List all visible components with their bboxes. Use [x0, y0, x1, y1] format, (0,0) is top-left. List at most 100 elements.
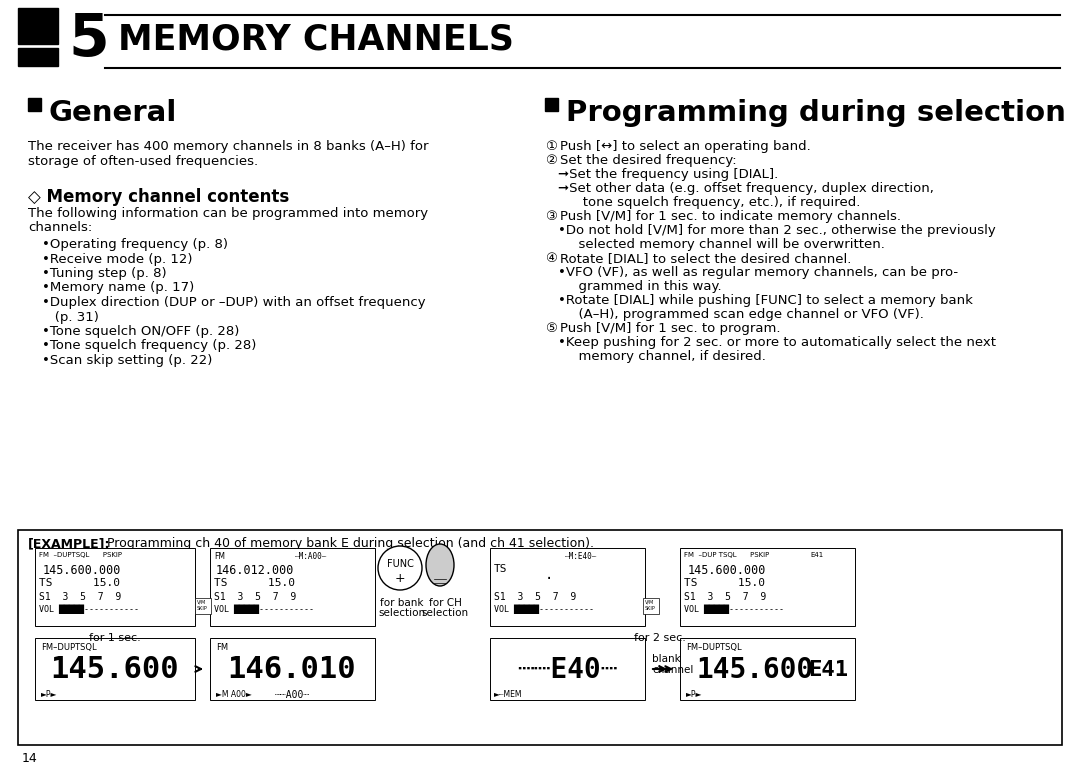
Text: selection: selection [421, 608, 469, 618]
Text: ┈┈E40┈: ┈┈E40┈ [516, 656, 618, 684]
Text: grammed in this way.: grammed in this way. [570, 280, 721, 293]
Text: 145.600: 145.600 [51, 655, 179, 684]
Text: ►┈MEM: ►┈MEM [494, 690, 523, 699]
Text: ⑤: ⑤ [545, 322, 557, 335]
Text: .: . [545, 568, 553, 582]
Bar [680, 548, 855, 626]
Text: for bank: for bank [380, 598, 423, 608]
Text: tone squelch frequency, etc.), if required.: tone squelch frequency, etc.), if requir… [570, 196, 861, 209]
Text: V/M: V/M [645, 600, 654, 605]
Text: 145.600.000: 145.600.000 [43, 564, 121, 577]
Text: ②: ② [545, 154, 557, 167]
Text: TS      15.0: TS 15.0 [39, 578, 120, 588]
Text: ┈M:E40┈: ┈M:E40┈ [565, 552, 597, 561]
Text: VOL █████-----------: VOL █████----------- [684, 605, 784, 614]
Text: TS      15.0: TS 15.0 [214, 578, 295, 588]
Text: ◇ Memory channel contents: ◇ Memory channel contents [28, 188, 289, 206]
Bar [210, 638, 375, 700]
Text: Programming during selection: Programming during selection [566, 99, 1066, 127]
Ellipse shape [426, 544, 454, 586]
Text: ④: ④ [545, 252, 557, 265]
Text: (A–H), programmed scan edge channel or VFO (VF).: (A–H), programmed scan edge channel or V… [570, 308, 923, 321]
Bar [545, 98, 558, 111]
Text: ➞Set other data (e.g. offset frequency, duplex direction,: ➞Set other data (e.g. offset frequency, … [558, 182, 934, 195]
Bar [18, 8, 58, 44]
Text: •Tuning step (p. 8): •Tuning step (p. 8) [42, 267, 166, 280]
Text: VOL █████-----------: VOL █████----------- [494, 605, 594, 614]
Text: 5: 5 [68, 11, 109, 68]
Text: •Do not hold [V/M] for more than 2 sec., otherwise the previously: •Do not hold [V/M] for more than 2 sec.,… [558, 224, 996, 237]
Bar [210, 548, 375, 626]
Text: storage of often-used frequencies.: storage of often-used frequencies. [28, 155, 258, 168]
Text: MEMORY CHANNELS: MEMORY CHANNELS [118, 22, 514, 56]
Text: V/M: V/M [197, 600, 206, 605]
Text: •VFO (VF), as well as regular memory channels, can be pro-: •VFO (VF), as well as regular memory cha… [558, 266, 958, 279]
Text: •Duplex direction (DUP or –DUP) with an offset frequency: •Duplex direction (DUP or –DUP) with an … [42, 296, 426, 309]
Text: •Operating frequency (p. 8): •Operating frequency (p. 8) [42, 238, 228, 251]
Text: •Tone squelch frequency (p. 28): •Tone squelch frequency (p. 28) [42, 340, 256, 353]
Text: General: General [48, 99, 176, 127]
Text: for 2 sec.: for 2 sec. [634, 633, 686, 643]
Text: selection: selection [378, 608, 426, 618]
Circle shape [378, 546, 422, 590]
Text: 145.600: 145.600 [697, 656, 813, 684]
Text: Push [V/M] for 1 sec. to indicate memory channels.: Push [V/M] for 1 sec. to indicate memory… [561, 210, 901, 223]
Text: Push [V/M] for 1 sec. to program.: Push [V/M] for 1 sec. to program. [561, 322, 781, 335]
Text: ③: ③ [545, 210, 557, 223]
Text: channel: channel [652, 665, 693, 675]
Text: Set the desired frequency:: Set the desired frequency: [561, 154, 737, 167]
Text: SKIP: SKIP [645, 606, 656, 611]
Text: ►P►: ►P► [41, 690, 57, 699]
Text: TS: TS [494, 564, 508, 574]
Text: ►M A00►: ►M A00► [216, 690, 252, 699]
Text: VOL █████-----------: VOL █████----------- [39, 605, 139, 614]
Text: FM–DUPTSQL: FM–DUPTSQL [686, 643, 742, 652]
Text: +: + [394, 572, 405, 584]
Text: FM–DUPTSQL: FM–DUPTSQL [41, 643, 96, 652]
Text: Rotate [DIAL] to select the desired channel.: Rotate [DIAL] to select the desired chan… [561, 252, 851, 265]
Text: FM  –DUP TSQL      PSKIP: FM –DUP TSQL PSKIP [684, 552, 769, 558]
Text: S1  3  5  7  9: S1 3 5 7 9 [214, 592, 296, 602]
Text: selected memory channel will be overwritten.: selected memory channel will be overwrit… [570, 238, 885, 251]
Text: FM  –DUPTSQL      PSKIP: FM –DUPTSQL PSKIP [39, 552, 122, 558]
Bar [195, 598, 211, 614]
Text: SKIP: SKIP [197, 606, 207, 611]
Text: •Keep pushing for 2 sec. or more to automatically select the next: •Keep pushing for 2 sec. or more to auto… [558, 336, 996, 349]
Text: ➞Set the frequency using [DIAL].: ➞Set the frequency using [DIAL]. [558, 168, 779, 181]
Text: ┈M:A00┈: ┈M:A00┈ [295, 552, 327, 561]
Bar [18, 530, 1062, 745]
Text: [EXAMPLE]:: [EXAMPLE]: [28, 537, 110, 550]
Bar [490, 638, 645, 700]
Text: ►P►: ►P► [686, 690, 702, 699]
Text: VOL █████-----------: VOL █████----------- [214, 605, 314, 614]
Text: FUNC: FUNC [387, 559, 414, 569]
Text: •Tone squelch ON/OFF (p. 28): •Tone squelch ON/OFF (p. 28) [42, 325, 240, 338]
Text: The receiver has 400 memory channels in 8 banks (A–H) for: The receiver has 400 memory channels in … [28, 140, 429, 153]
Bar [35, 548, 195, 626]
Text: Push [↔] to select an operating band.: Push [↔] to select an operating band. [561, 140, 811, 153]
Text: FM: FM [214, 552, 225, 561]
Text: 14: 14 [22, 752, 38, 762]
Text: ①: ① [545, 140, 557, 153]
Text: •Rotate [DIAL] while pushing [FUNC] to select a memory bank: •Rotate [DIAL] while pushing [FUNC] to s… [558, 294, 973, 307]
Text: for 1 sec.: for 1 sec. [90, 633, 140, 643]
Text: •Receive mode (p. 12): •Receive mode (p. 12) [42, 252, 192, 265]
Bar [680, 638, 855, 700]
Text: The following information can be programmed into memory: The following information can be program… [28, 207, 428, 220]
Text: 145.600.000: 145.600.000 [688, 564, 767, 577]
Text: ┈┈A00┈: ┈┈A00┈ [274, 690, 310, 700]
Text: E41: E41 [810, 552, 823, 558]
Text: for CH: for CH [429, 598, 461, 608]
Text: blank: blank [652, 654, 680, 664]
Text: channels:: channels: [28, 221, 92, 234]
Text: •Scan skip setting (p. 22): •Scan skip setting (p. 22) [42, 354, 213, 367]
Bar [490, 548, 645, 626]
Text: 146.010: 146.010 [228, 655, 356, 684]
Bar [28, 98, 41, 111]
Bar [643, 598, 659, 614]
Text: S1  3  5  7  9: S1 3 5 7 9 [684, 592, 766, 602]
Text: E41: E41 [808, 660, 848, 680]
Text: memory channel, if desired.: memory channel, if desired. [570, 350, 766, 363]
Text: 146.012.000: 146.012.000 [216, 564, 295, 577]
Text: S1  3  5  7  9: S1 3 5 7 9 [494, 592, 577, 602]
